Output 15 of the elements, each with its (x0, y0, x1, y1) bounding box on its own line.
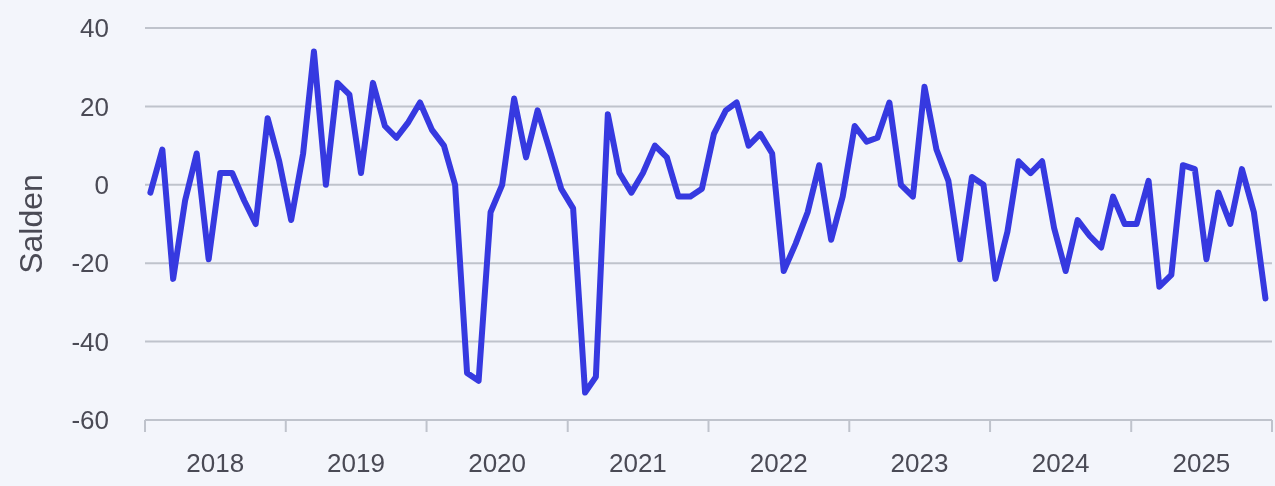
y-tick-label: 0 (94, 169, 109, 200)
x-tick-label: 2019 (327, 448, 385, 478)
y-tick-label: -40 (71, 326, 109, 357)
x-tick-label: 2023 (890, 448, 949, 478)
y-axis-title: Salden (13, 174, 49, 274)
x-tick-label: 2018 (186, 448, 245, 478)
x-tick-label: 2020 (468, 448, 527, 478)
y-tick-label: 20 (80, 91, 109, 122)
x-tick-label: 2022 (749, 448, 808, 478)
x-tick-label: 2021 (609, 448, 667, 478)
x-tick-label: 2024 (1031, 448, 1090, 478)
y-tick-label: -60 (71, 405, 109, 436)
x-tick-label: 2025 (1172, 448, 1231, 478)
y-tick-label: 40 (80, 13, 109, 44)
y-tick-label: -20 (71, 248, 109, 279)
